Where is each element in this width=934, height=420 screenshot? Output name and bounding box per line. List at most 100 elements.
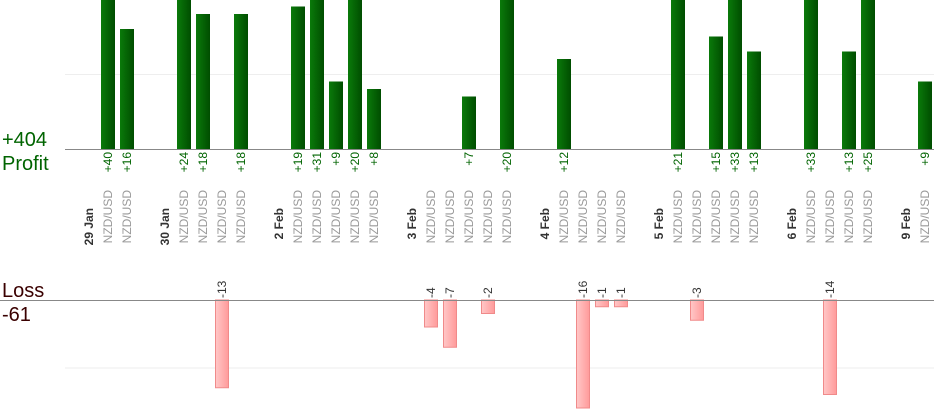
- symbol-label: NZD/USD: [728, 190, 742, 244]
- loss-bar: [215, 299, 229, 389]
- value-label: +31: [310, 152, 324, 173]
- profit-bar: [329, 81, 343, 149]
- profit-bar: [671, 0, 685, 149]
- profit-bar: [101, 0, 115, 149]
- profit-bar: [120, 29, 134, 149]
- profit-bar: [196, 14, 210, 149]
- symbol-label: NZD/USD: [310, 190, 324, 244]
- value-label: +33: [728, 152, 742, 173]
- date-label: 5 Feb: [652, 208, 666, 239]
- profit-bar: [348, 0, 362, 149]
- value-label: -16: [576, 280, 590, 298]
- profit-bar: [747, 51, 761, 149]
- symbol-label: NZD/USD: [709, 190, 723, 244]
- symbol-label: NZD/USD: [424, 190, 438, 244]
- loss-bar: [614, 299, 628, 308]
- value-label: -2: [481, 287, 495, 298]
- date-label: 29 Jan: [82, 208, 96, 245]
- profit-bar: [310, 0, 324, 149]
- symbol-label: NZD/USD: [500, 190, 514, 244]
- symbol-label: NZD/USD: [595, 190, 609, 244]
- profit-bar: [500, 0, 514, 149]
- value-label: +20: [500, 152, 514, 173]
- profit-bar: [804, 0, 818, 149]
- loss-bar: [823, 299, 837, 395]
- symbol-label: NZD/USD: [671, 190, 685, 244]
- value-label: -3: [690, 287, 704, 298]
- loss-bar: [690, 299, 704, 321]
- symbol-label: NZD/USD: [614, 190, 628, 244]
- date-label: 6 Feb: [785, 208, 799, 239]
- symbol-label: NZD/USD: [291, 190, 305, 244]
- date-label: 9 Feb: [899, 208, 913, 239]
- value-label: +9: [329, 152, 343, 166]
- symbol-label: NZD/USD: [804, 190, 818, 244]
- profit-bar: [291, 6, 305, 149]
- value-label: +20: [348, 152, 362, 173]
- loss-label: Loss: [2, 280, 44, 302]
- profit-bar: [842, 51, 856, 149]
- loss-bar: [424, 299, 438, 328]
- value-label: +13: [747, 152, 761, 173]
- profit-bar: [728, 0, 742, 149]
- symbol-label: NZD/USD: [842, 190, 856, 244]
- value-label: -13: [215, 280, 229, 298]
- symbol-label: NZD/USD: [918, 190, 932, 244]
- symbol-label: NZD/USD: [823, 190, 837, 244]
- profit-total: +404: [2, 129, 47, 151]
- symbol-label: NZD/USD: [481, 190, 495, 244]
- value-label: +12: [557, 152, 571, 173]
- value-label: +21: [671, 152, 685, 173]
- value-label: +9: [918, 152, 932, 166]
- symbol-label: NZD/USD: [861, 190, 875, 244]
- date-label: 3 Feb: [405, 208, 419, 239]
- value-label: +8: [367, 152, 381, 166]
- value-label: +15: [709, 152, 723, 173]
- value-label: +18: [196, 152, 210, 173]
- date-label: 30 Jan: [158, 208, 172, 245]
- value-label: +19: [291, 152, 305, 173]
- value-label: +33: [804, 152, 818, 173]
- symbol-label: NZD/USD: [576, 190, 590, 244]
- profit-bar: [918, 81, 932, 149]
- profit-bar: [177, 0, 191, 149]
- symbol-label: NZD/USD: [348, 190, 362, 244]
- value-label: +25: [861, 152, 875, 173]
- value-label: +24: [177, 152, 191, 173]
- value-label: -7: [443, 287, 457, 298]
- profit-label: Profit: [2, 153, 49, 175]
- symbol-label: NZD/USD: [557, 190, 571, 244]
- profit-bar: [462, 96, 476, 149]
- date-label: 4 Feb: [538, 208, 552, 239]
- profit-bar: [557, 59, 571, 149]
- value-label: +16: [120, 152, 134, 173]
- value-label: +7: [462, 152, 476, 166]
- value-label: +40: [101, 152, 115, 173]
- loss-total: -61: [2, 304, 31, 326]
- symbol-label: NZD/USD: [690, 190, 704, 244]
- symbol-label: NZD/USD: [367, 190, 381, 244]
- symbol-label: NZD/USD: [443, 190, 457, 244]
- loss-bar: [481, 299, 495, 314]
- value-label: -14: [823, 280, 837, 298]
- date-label: 2 Feb: [272, 208, 286, 239]
- symbol-label: NZD/USD: [329, 190, 343, 244]
- symbol-label: NZD/USD: [196, 190, 210, 244]
- profit-bar: [367, 89, 381, 149]
- value-label: -1: [614, 287, 628, 298]
- loss-bar: [576, 299, 590, 409]
- symbol-label: NZD/USD: [215, 190, 229, 244]
- symbol-label: NZD/USD: [177, 190, 191, 244]
- value-label: -1: [595, 287, 609, 298]
- loss-bar: [443, 299, 457, 348]
- profit-bar: [709, 36, 723, 149]
- loss-bar: [595, 299, 609, 308]
- symbol-label: NZD/USD: [234, 190, 248, 244]
- symbol-label: NZD/USD: [101, 190, 115, 244]
- profit-bar: [234, 14, 248, 149]
- symbol-label: NZD/USD: [462, 190, 476, 244]
- value-label: -4: [424, 287, 438, 298]
- symbol-label: NZD/USD: [747, 190, 761, 244]
